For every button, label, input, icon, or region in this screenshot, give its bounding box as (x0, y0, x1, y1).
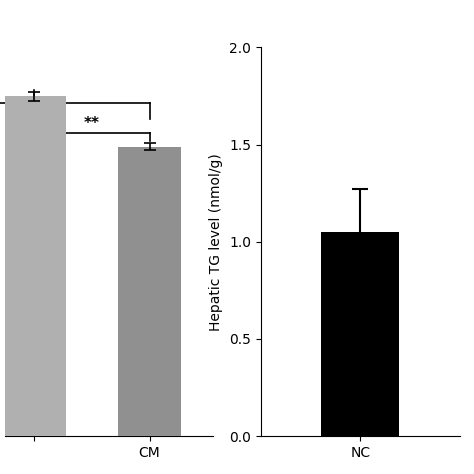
Text: **: ** (83, 117, 100, 131)
Bar (2, 96, 65, 436)
Bar (118, 147, 182, 436)
Y-axis label: Hepatic TG level (nmol/g): Hepatic TG level (nmol/g) (210, 153, 223, 331)
Bar (321, 232, 399, 436)
